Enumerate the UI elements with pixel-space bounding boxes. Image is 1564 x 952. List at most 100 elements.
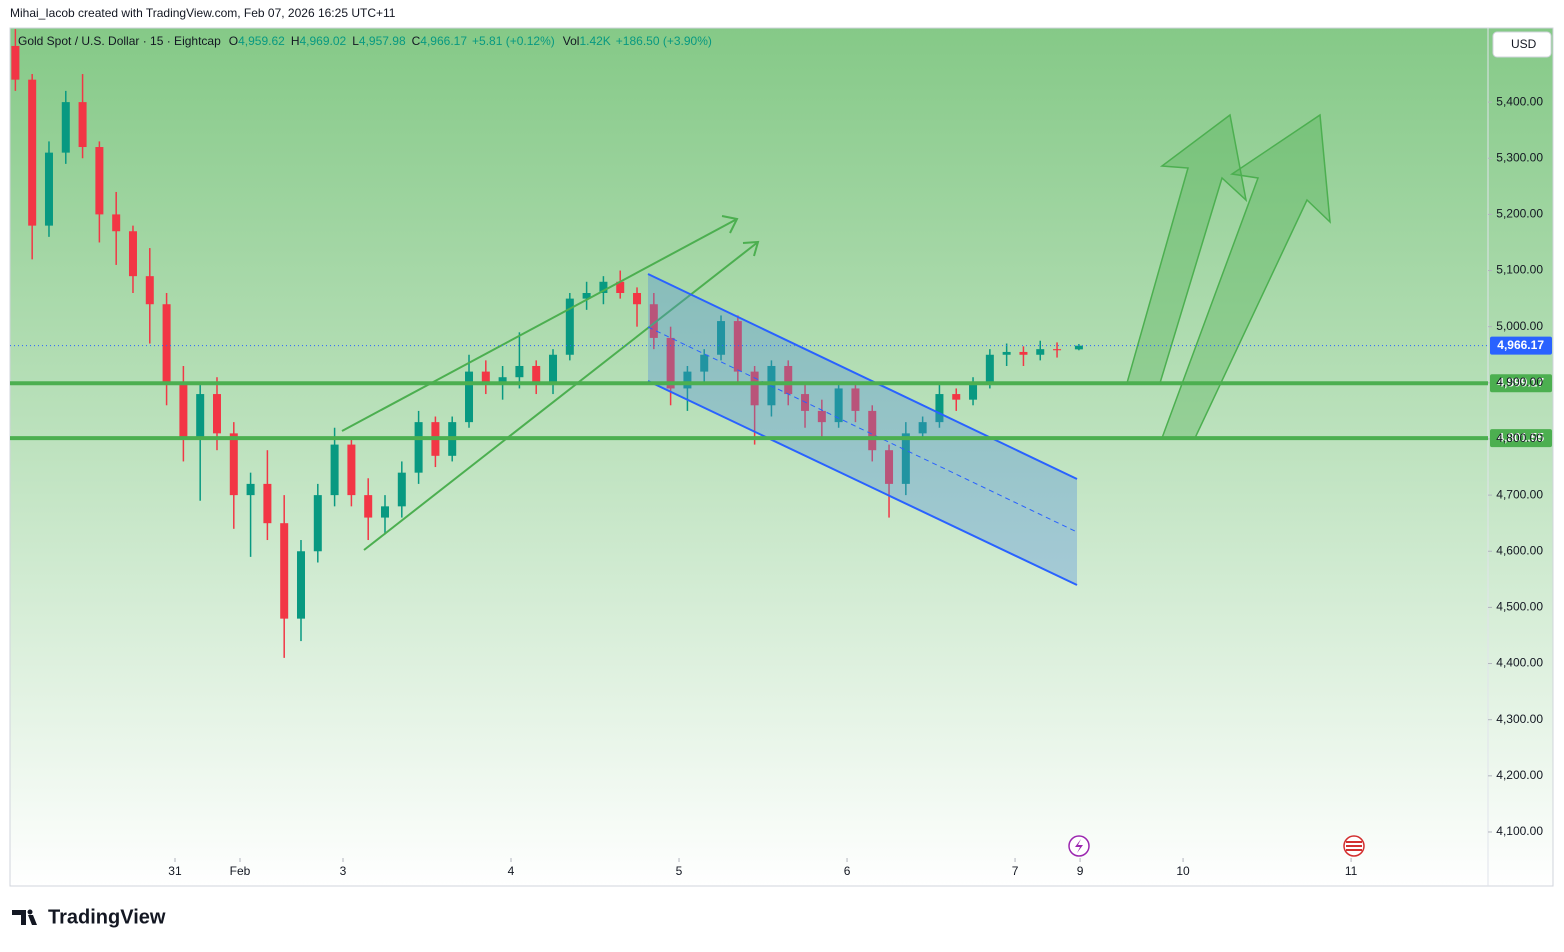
candle-body (95, 147, 104, 215)
candle-body (918, 422, 927, 434)
level-tag (1490, 429, 1552, 448)
candle-body (364, 495, 373, 518)
ohlc-value: 4,969.02 (300, 34, 347, 48)
candle-body (112, 214, 121, 232)
current-price-tag (1490, 336, 1552, 355)
x-tick-label: 4 (508, 864, 515, 878)
currency-button[interactable] (1492, 31, 1552, 58)
channel-top (647, 273, 1078, 480)
candle-body (901, 433, 910, 484)
arrow-head (721, 215, 739, 234)
plot (11, 29, 1492, 862)
y-tick-label: 4,100.00 (1496, 824, 1543, 838)
candle-body (313, 495, 322, 552)
chart-header: Gold Spot / U.S. Dollar · 15 · Eightcap O… (18, 34, 712, 48)
candle-body (78, 102, 87, 148)
y-tick-label: 4,600.00 (1496, 543, 1543, 557)
candle-body (649, 304, 658, 338)
x-tick-label: Feb (230, 864, 251, 878)
candle-body (885, 450, 894, 484)
x-tick-label: 9 (1077, 864, 1084, 878)
candle-body (145, 276, 154, 305)
y-tick-label: 5,200.00 (1496, 207, 1543, 221)
candle-body (263, 483, 272, 524)
candle-body (784, 365, 793, 395)
candle-body (246, 483, 255, 496)
x-tick-label: 5 (676, 864, 683, 878)
x-tick-label: 6 (844, 864, 851, 878)
trend-line (341, 218, 738, 432)
y-tick-label: 5,400.00 (1496, 94, 1543, 108)
candle-body (817, 410, 826, 423)
drawings (341, 113, 1331, 586)
candle-body (296, 551, 305, 619)
candle-body (985, 354, 994, 383)
y-tick-label: 4,700.00 (1496, 487, 1543, 501)
candle-body (633, 292, 642, 305)
candle-body (969, 382, 978, 400)
candle-body (229, 433, 238, 496)
currency-label: USD (1511, 37, 1537, 51)
y-tick-label: 5,100.00 (1496, 263, 1543, 277)
ohlc-key: H (291, 34, 300, 48)
candle-body (868, 410, 877, 451)
candle-body (1019, 351, 1028, 355)
y-tick-label: 4,800.00 (1496, 431, 1543, 445)
trend-line (363, 241, 759, 551)
chart-title: Gold Spot / U.S. Dollar · 15 · Eightcap (18, 34, 221, 48)
candle-body (1002, 351, 1011, 355)
x-tick-label: 31 (168, 864, 182, 878)
credit: Mihai_Iacob created with TradingView.com… (10, 6, 396, 20)
candle-body (280, 523, 289, 619)
volume-key: Vol (563, 34, 580, 48)
candle-body (582, 292, 591, 299)
y-tick-label: 4,300.00 (1496, 712, 1543, 726)
event-glyph (1346, 841, 1362, 851)
candle-body (44, 152, 53, 226)
x-tick-label: 7 (1012, 864, 1019, 878)
level-label: 4,899.17 (1497, 375, 1544, 389)
candle-body (683, 371, 692, 389)
candle-body (700, 354, 709, 372)
candle-body (549, 354, 558, 383)
y-tick-label: 4,400.00 (1496, 656, 1543, 670)
volume-value: 1.42K (579, 34, 610, 48)
candle-body (28, 79, 37, 226)
candle-body (666, 337, 675, 389)
candle-body (414, 422, 423, 473)
candle-body (347, 444, 356, 496)
current-price-label: 4,966.17 (1497, 338, 1544, 352)
candle-body (498, 377, 507, 383)
candle-body (330, 444, 339, 496)
ohlc-value: 4,957.98 (359, 34, 406, 48)
ohlc-key: O (229, 34, 238, 48)
y-tick-label: 4,900.00 (1496, 375, 1543, 389)
change-label: +5.81 (+0.12%) (472, 34, 555, 48)
candle-body (179, 382, 188, 439)
candle-body (952, 394, 961, 400)
candle-body (128, 231, 137, 277)
ohlc-key: L (352, 34, 359, 48)
candle-body (381, 506, 390, 518)
candle-body (11, 45, 20, 80)
x-tick-label: 10 (1176, 864, 1190, 878)
candle-body (750, 371, 759, 406)
channel-bottom (647, 380, 1078, 586)
up-arrow (1126, 113, 1248, 384)
overlay: 4,899.17 4,801.55 4,966.17 (10, 336, 1552, 448)
y-tick-label: 4,200.00 (1496, 768, 1543, 782)
volume-change: +186.50 (+3.90%) (616, 34, 712, 48)
candle-body (935, 394, 944, 423)
y-tick-label: 5,000.00 (1496, 319, 1543, 333)
candle-body (532, 365, 541, 383)
candle-body (61, 102, 70, 153)
candle-body (162, 304, 171, 383)
candle-body (733, 321, 742, 372)
x-tick-label: 11 (1345, 864, 1358, 878)
candle-body (851, 388, 860, 411)
up-arrow (1160, 113, 1331, 439)
y-tick-label: 5,300.00 (1496, 150, 1543, 164)
level-tag (1490, 374, 1552, 393)
